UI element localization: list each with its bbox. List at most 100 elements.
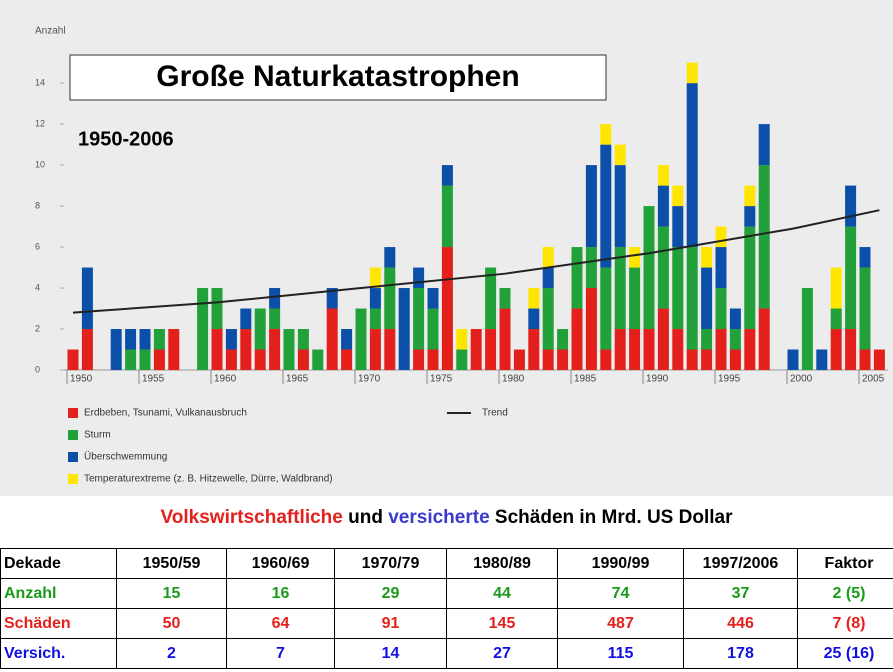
bar-segment bbox=[254, 308, 266, 350]
caption: Volkswirtschaftliche und versicherte Sch… bbox=[0, 507, 893, 529]
table-row: Anzahl 15 16 29 44 74 37 2 (5) bbox=[0, 578, 893, 609]
table-cell: 25 (16) bbox=[797, 638, 893, 669]
table-cell: 44 bbox=[446, 578, 558, 609]
table-row: Schäden 50 64 91 145 487 446 7 (8) bbox=[0, 608, 893, 639]
damage-table: Dekade 1950/59 1960/69 1970/79 1980/89 1990/9… bbox=[0, 548, 893, 669]
header-cell: 1980/89 bbox=[446, 548, 558, 579]
bar-segment bbox=[312, 349, 324, 370]
x-tick-label: 2005 bbox=[862, 374, 885, 385]
legend-swatch bbox=[68, 452, 78, 462]
bar-segment bbox=[758, 308, 770, 370]
bar-segment bbox=[600, 267, 612, 350]
bar-segment bbox=[643, 206, 655, 330]
bar-segment bbox=[341, 329, 353, 350]
bar-segment bbox=[240, 329, 252, 370]
bar-segment bbox=[614, 247, 626, 330]
bar-segment bbox=[326, 288, 338, 309]
trend-line bbox=[72, 209, 880, 314]
legend-label: Sturm bbox=[84, 430, 111, 441]
bar-segment bbox=[441, 165, 453, 186]
bar-segment bbox=[499, 308, 511, 370]
bar-segment bbox=[585, 247, 597, 289]
bar-segment bbox=[600, 124, 612, 145]
table-cell: 64 bbox=[226, 608, 335, 639]
bar-segment bbox=[830, 308, 842, 330]
bar-segment bbox=[873, 349, 885, 370]
bar-segment bbox=[557, 349, 569, 370]
bar-segment bbox=[254, 349, 266, 370]
bar-segment bbox=[787, 349, 799, 370]
bar-segment bbox=[672, 206, 684, 248]
bar-segment bbox=[830, 329, 842, 370]
table-cell: 14 bbox=[334, 638, 447, 669]
bar-segment bbox=[513, 349, 525, 370]
chart-subtitle: 1950-2006 bbox=[78, 128, 174, 150]
bar-segment bbox=[297, 329, 309, 350]
bar-segment bbox=[672, 185, 684, 207]
bar-segment bbox=[355, 308, 367, 370]
bar-segment bbox=[715, 247, 727, 289]
bar-segment bbox=[859, 349, 871, 370]
bar-segment bbox=[139, 329, 151, 350]
bar-segment bbox=[571, 308, 583, 370]
bar-segment bbox=[283, 329, 295, 370]
bar-segment bbox=[211, 288, 223, 330]
y-tick-label: 10 bbox=[35, 159, 45, 169]
bar-segment bbox=[125, 349, 137, 370]
bar-segment bbox=[744, 185, 756, 207]
legend-label: Überschwemmung bbox=[84, 451, 167, 463]
bar-segment bbox=[801, 288, 813, 370]
table-cell: 27 bbox=[446, 638, 558, 669]
bar-segment bbox=[528, 308, 540, 330]
y-tick-label: 2 bbox=[35, 323, 40, 333]
x-tick-label: 1965 bbox=[286, 374, 309, 385]
table-cell: 2 bbox=[116, 638, 227, 669]
bar-segment bbox=[657, 226, 669, 309]
x-tick-label: 1985 bbox=[574, 374, 597, 385]
table-cell: 178 bbox=[683, 638, 798, 669]
chart-title: Große Naturkatastrophen bbox=[156, 60, 519, 93]
bar-segment bbox=[125, 329, 137, 350]
caption-part: versicherte bbox=[388, 507, 490, 528]
table-header-row: Dekade 1950/59 1960/69 1970/79 1980/89 1990/9… bbox=[0, 548, 893, 579]
bar-segment bbox=[715, 226, 727, 248]
bar-segment bbox=[758, 165, 770, 309]
bar-segment bbox=[384, 247, 396, 268]
bar-segment bbox=[701, 329, 713, 350]
bar-segment bbox=[657, 185, 669, 227]
bar-segment bbox=[600, 349, 612, 370]
bar-segment bbox=[427, 308, 439, 350]
bar-segment bbox=[413, 267, 425, 289]
bar-segment bbox=[456, 349, 468, 370]
bar-segment bbox=[643, 329, 655, 370]
bar-segment bbox=[701, 267, 713, 330]
bar-segment bbox=[585, 165, 597, 248]
bar-segment bbox=[470, 329, 482, 370]
bar-segment bbox=[528, 288, 540, 309]
x-tick-label: 1970 bbox=[358, 374, 381, 385]
bar-segment bbox=[830, 267, 842, 309]
bar-segment bbox=[629, 267, 641, 330]
bar-segment bbox=[197, 288, 209, 370]
bar-segment bbox=[859, 267, 871, 350]
bar-segment bbox=[269, 288, 281, 309]
bar-segment bbox=[758, 124, 770, 166]
bar-segment bbox=[326, 308, 338, 370]
bar-segment bbox=[297, 349, 309, 370]
bar-segment bbox=[614, 165, 626, 248]
bar-segment bbox=[240, 308, 252, 330]
bar-segment bbox=[542, 349, 554, 370]
y-tick-label: 4 bbox=[35, 282, 40, 292]
table-cell: 74 bbox=[557, 578, 684, 609]
x-tick-label: 1980 bbox=[502, 374, 525, 385]
bar-segment bbox=[269, 308, 281, 330]
bar-segment bbox=[629, 329, 641, 370]
x-tick-label: 1950 bbox=[70, 374, 93, 385]
bar-segment bbox=[672, 329, 684, 370]
bar-segment bbox=[456, 329, 468, 350]
bar-segment bbox=[413, 288, 425, 350]
bar-segment bbox=[110, 329, 122, 370]
bar-segment bbox=[542, 267, 554, 289]
bar-segment bbox=[686, 83, 698, 248]
